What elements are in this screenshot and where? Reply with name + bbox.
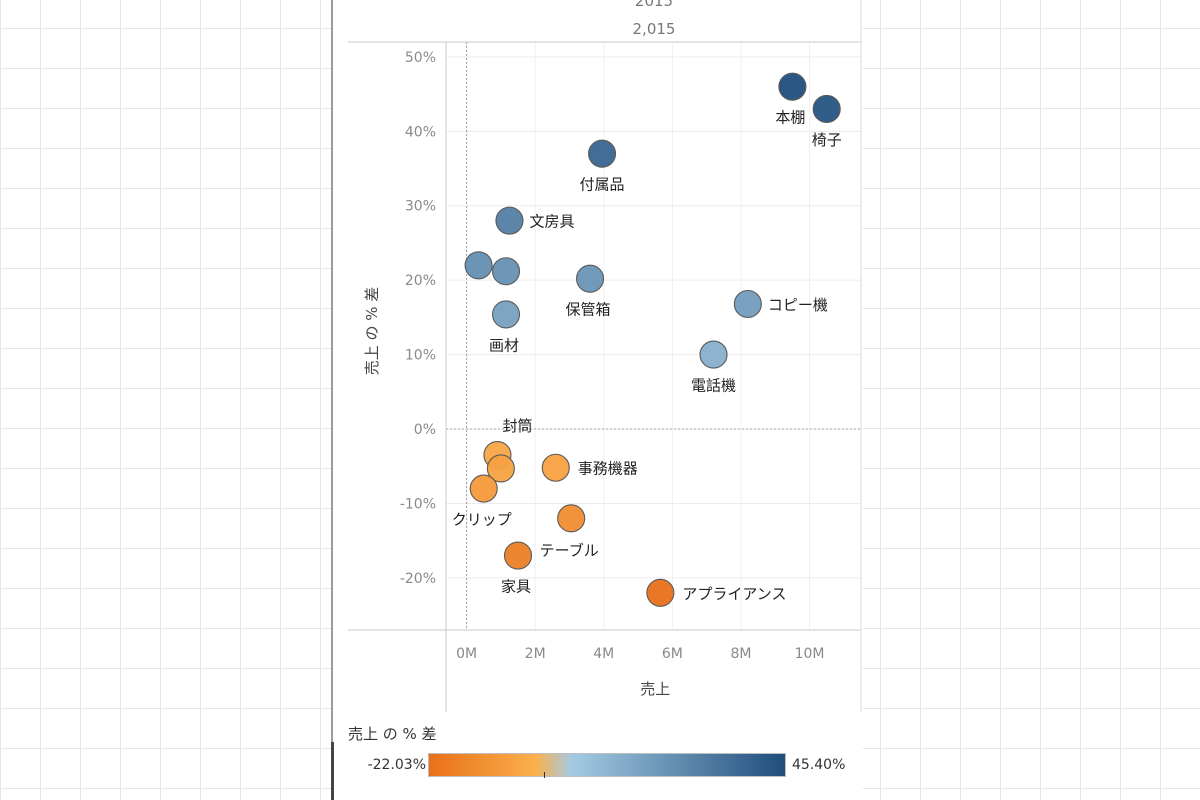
y-tick-label: -10% <box>400 496 436 512</box>
data-point[interactable] <box>495 206 524 235</box>
y-tick-label: 40% <box>405 124 436 140</box>
pane-divider-handle[interactable] <box>331 742 334 800</box>
y-tick-label: 30% <box>405 199 436 215</box>
data-point-label: クリップ <box>452 511 512 529</box>
data-point[interactable] <box>575 264 605 293</box>
data-point[interactable] <box>503 541 533 570</box>
column-header-year-value: 2,015 <box>632 20 676 38</box>
data-point[interactable] <box>486 454 515 483</box>
data-point[interactable] <box>491 257 521 286</box>
data-point[interactable] <box>778 72 807 101</box>
data-point[interactable] <box>733 289 762 319</box>
data-point[interactable] <box>699 340 728 369</box>
color-legend-bar[interactable] <box>428 753 786 777</box>
y-tick-label: 20% <box>405 273 436 289</box>
legend-zero-tick <box>544 772 545 778</box>
data-point[interactable] <box>812 94 841 124</box>
legend-title: 売上 の % 差 <box>348 725 437 743</box>
data-point-label: 事務機器 <box>578 460 638 478</box>
data-point-label: 本棚 <box>775 109 805 127</box>
y-tick-label: -20% <box>400 571 436 587</box>
data-point-label: 画材 <box>489 336 519 354</box>
y-axis-title: 売上 の % 差 <box>363 287 381 376</box>
data-point-label: テーブル <box>540 541 599 559</box>
data-point[interactable] <box>491 300 521 329</box>
y-tick-label: 50% <box>405 50 436 66</box>
y-tick-label: 0% <box>414 422 436 438</box>
column-header-year: 2015 <box>634 0 674 10</box>
data-point-label: 付属品 <box>580 176 625 194</box>
scatter-chart[interactable]: -20% -10% 0% 10% 20% 30% 40% 50% 0M 2M 4M 6M 8M 10M 売上… <box>333 0 863 720</box>
data-point-label: 保管箱 <box>566 301 611 319</box>
data-point[interactable] <box>646 578 675 607</box>
legend-max-label: 45.40% <box>792 757 846 773</box>
x-axis-title: 売上 <box>640 680 670 698</box>
data-point-label: アプライアンス <box>682 585 786 603</box>
x-tick-label: 4M <box>593 646 614 662</box>
legend-min-label: -22.03% <box>367 757 426 773</box>
x-tick-label: 6M <box>662 646 683 662</box>
data-point-label: 家具 <box>501 578 531 596</box>
x-tick-label: 10M <box>795 646 825 662</box>
pane-divider[interactable] <box>331 0 333 800</box>
data-point[interactable] <box>588 139 617 168</box>
x-tick-label: 0M <box>456 646 477 662</box>
data-point-label: 文房具 <box>529 213 574 231</box>
data-point[interactable] <box>557 504 586 533</box>
x-tick-label: 8M <box>730 646 751 662</box>
x-tick-label: 2M <box>525 646 546 662</box>
data-point-label: 封筒 <box>502 417 532 435</box>
data-point-label: 電話機 <box>691 377 736 395</box>
data-point[interactable] <box>469 474 498 503</box>
worksheet-panel <box>333 0 863 800</box>
data-point-label: コピー機 <box>768 296 828 314</box>
data-point[interactable] <box>541 453 570 482</box>
data-point[interactable] <box>464 251 493 280</box>
data-point-label: 椅子 <box>812 131 842 149</box>
y-tick-label: 10% <box>405 348 436 364</box>
